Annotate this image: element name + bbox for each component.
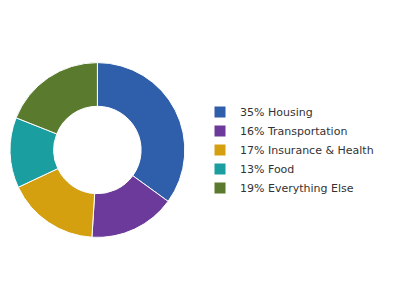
svg-text:16% Transportation: 16% Transportation [240,125,347,138]
svg-text:19% Everything Else: 19% Everything Else [240,182,354,195]
svg-text:17% Insurance & Health: 17% Insurance & Health [240,144,374,157]
svg-text:35% Housing: 35% Housing [240,106,313,119]
svg-text:13% Food: 13% Food [240,163,294,176]
